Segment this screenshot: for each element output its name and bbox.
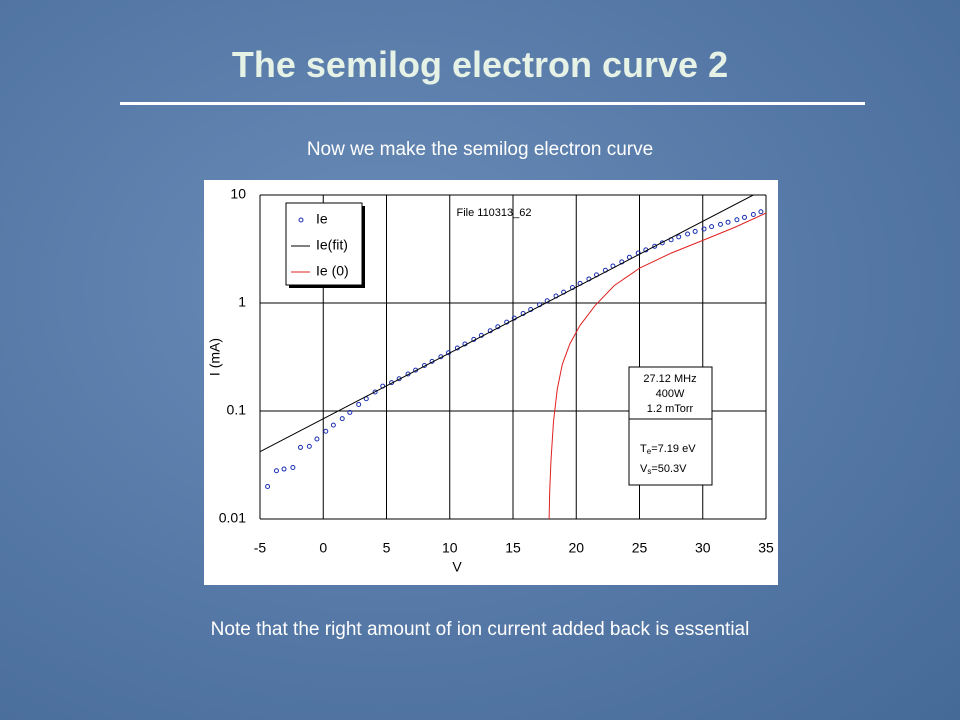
fit-result-part: T xyxy=(640,443,647,455)
fit-result-part: V xyxy=(640,463,648,475)
legend-label: Ie(fit) xyxy=(316,237,348,253)
data-point xyxy=(652,243,658,249)
data-point xyxy=(692,228,698,234)
slide-title: The semilog electron curve 2 xyxy=(231,44,729,85)
data-point xyxy=(347,409,353,415)
data-point xyxy=(273,468,279,474)
fit-result-part: e xyxy=(647,447,652,456)
title-rule xyxy=(120,102,865,105)
series-line xyxy=(260,195,754,453)
fit-result: Vs=50.3V xyxy=(640,463,687,476)
data-point xyxy=(330,422,336,428)
data-point xyxy=(281,466,287,472)
y-tick-label: 0.1 xyxy=(227,402,247,418)
fit-result-part: s xyxy=(647,467,651,476)
data-point xyxy=(758,209,764,215)
x-tick-label: 25 xyxy=(632,540,648,556)
y-tick-label: 10 xyxy=(230,186,246,202)
data-point xyxy=(297,444,303,450)
data-point xyxy=(734,217,740,223)
data-point xyxy=(356,401,362,407)
annotation: 400W xyxy=(656,388,685,400)
plot-area xyxy=(260,195,766,519)
subtitle: Now we make the semilog electron curve xyxy=(306,139,654,160)
annotation: 1.2 mTorr xyxy=(647,403,694,415)
x-tick-label: 20 xyxy=(568,540,584,556)
data-point xyxy=(701,226,707,232)
fit-result-part: =50.3V xyxy=(651,463,687,475)
data-point xyxy=(725,219,731,225)
data-point xyxy=(290,464,296,470)
x-tick-label: 35 xyxy=(758,540,774,556)
data-point xyxy=(676,234,682,240)
x-tick-label: 5 xyxy=(383,540,391,556)
data-point xyxy=(685,231,691,237)
fit-result: Te=7.19 eV xyxy=(640,443,696,456)
data-point xyxy=(306,443,312,449)
data-point xyxy=(750,211,756,217)
data-point xyxy=(717,221,723,227)
legend-marker xyxy=(298,217,304,223)
legend-box xyxy=(285,202,363,286)
annotation: 27.12 MHz xyxy=(643,373,696,385)
legend-shadow xyxy=(289,285,365,288)
annotation: File 110313_62 xyxy=(456,207,531,219)
x-tick-label: 10 xyxy=(442,540,458,556)
legend-shadow xyxy=(362,206,365,288)
data-point xyxy=(741,214,747,220)
fit-result-part: =7.19 eV xyxy=(651,443,696,455)
legend-label: Ie (0) xyxy=(316,263,349,279)
y-tick-label: 0.01 xyxy=(219,510,246,526)
x-tick-label: 30 xyxy=(695,540,711,556)
series-line xyxy=(548,212,766,519)
y-tick-label: 1 xyxy=(238,294,246,310)
data-point xyxy=(314,436,320,442)
y-axis-label: I (mA) xyxy=(207,338,223,376)
note: Note that the right amount of ion curren… xyxy=(210,619,750,640)
x-tick-label: 15 xyxy=(505,540,521,556)
data-point xyxy=(372,389,378,395)
data-point xyxy=(339,416,345,422)
x-tick-label: 0 xyxy=(319,540,327,556)
data-point xyxy=(709,224,715,230)
annotation-box xyxy=(628,366,713,486)
x-tick-label: -5 xyxy=(254,540,267,556)
data-point xyxy=(323,428,329,434)
x-axis-label: V xyxy=(452,559,462,575)
legend-label: Ie xyxy=(316,211,328,227)
data-point xyxy=(265,483,271,489)
